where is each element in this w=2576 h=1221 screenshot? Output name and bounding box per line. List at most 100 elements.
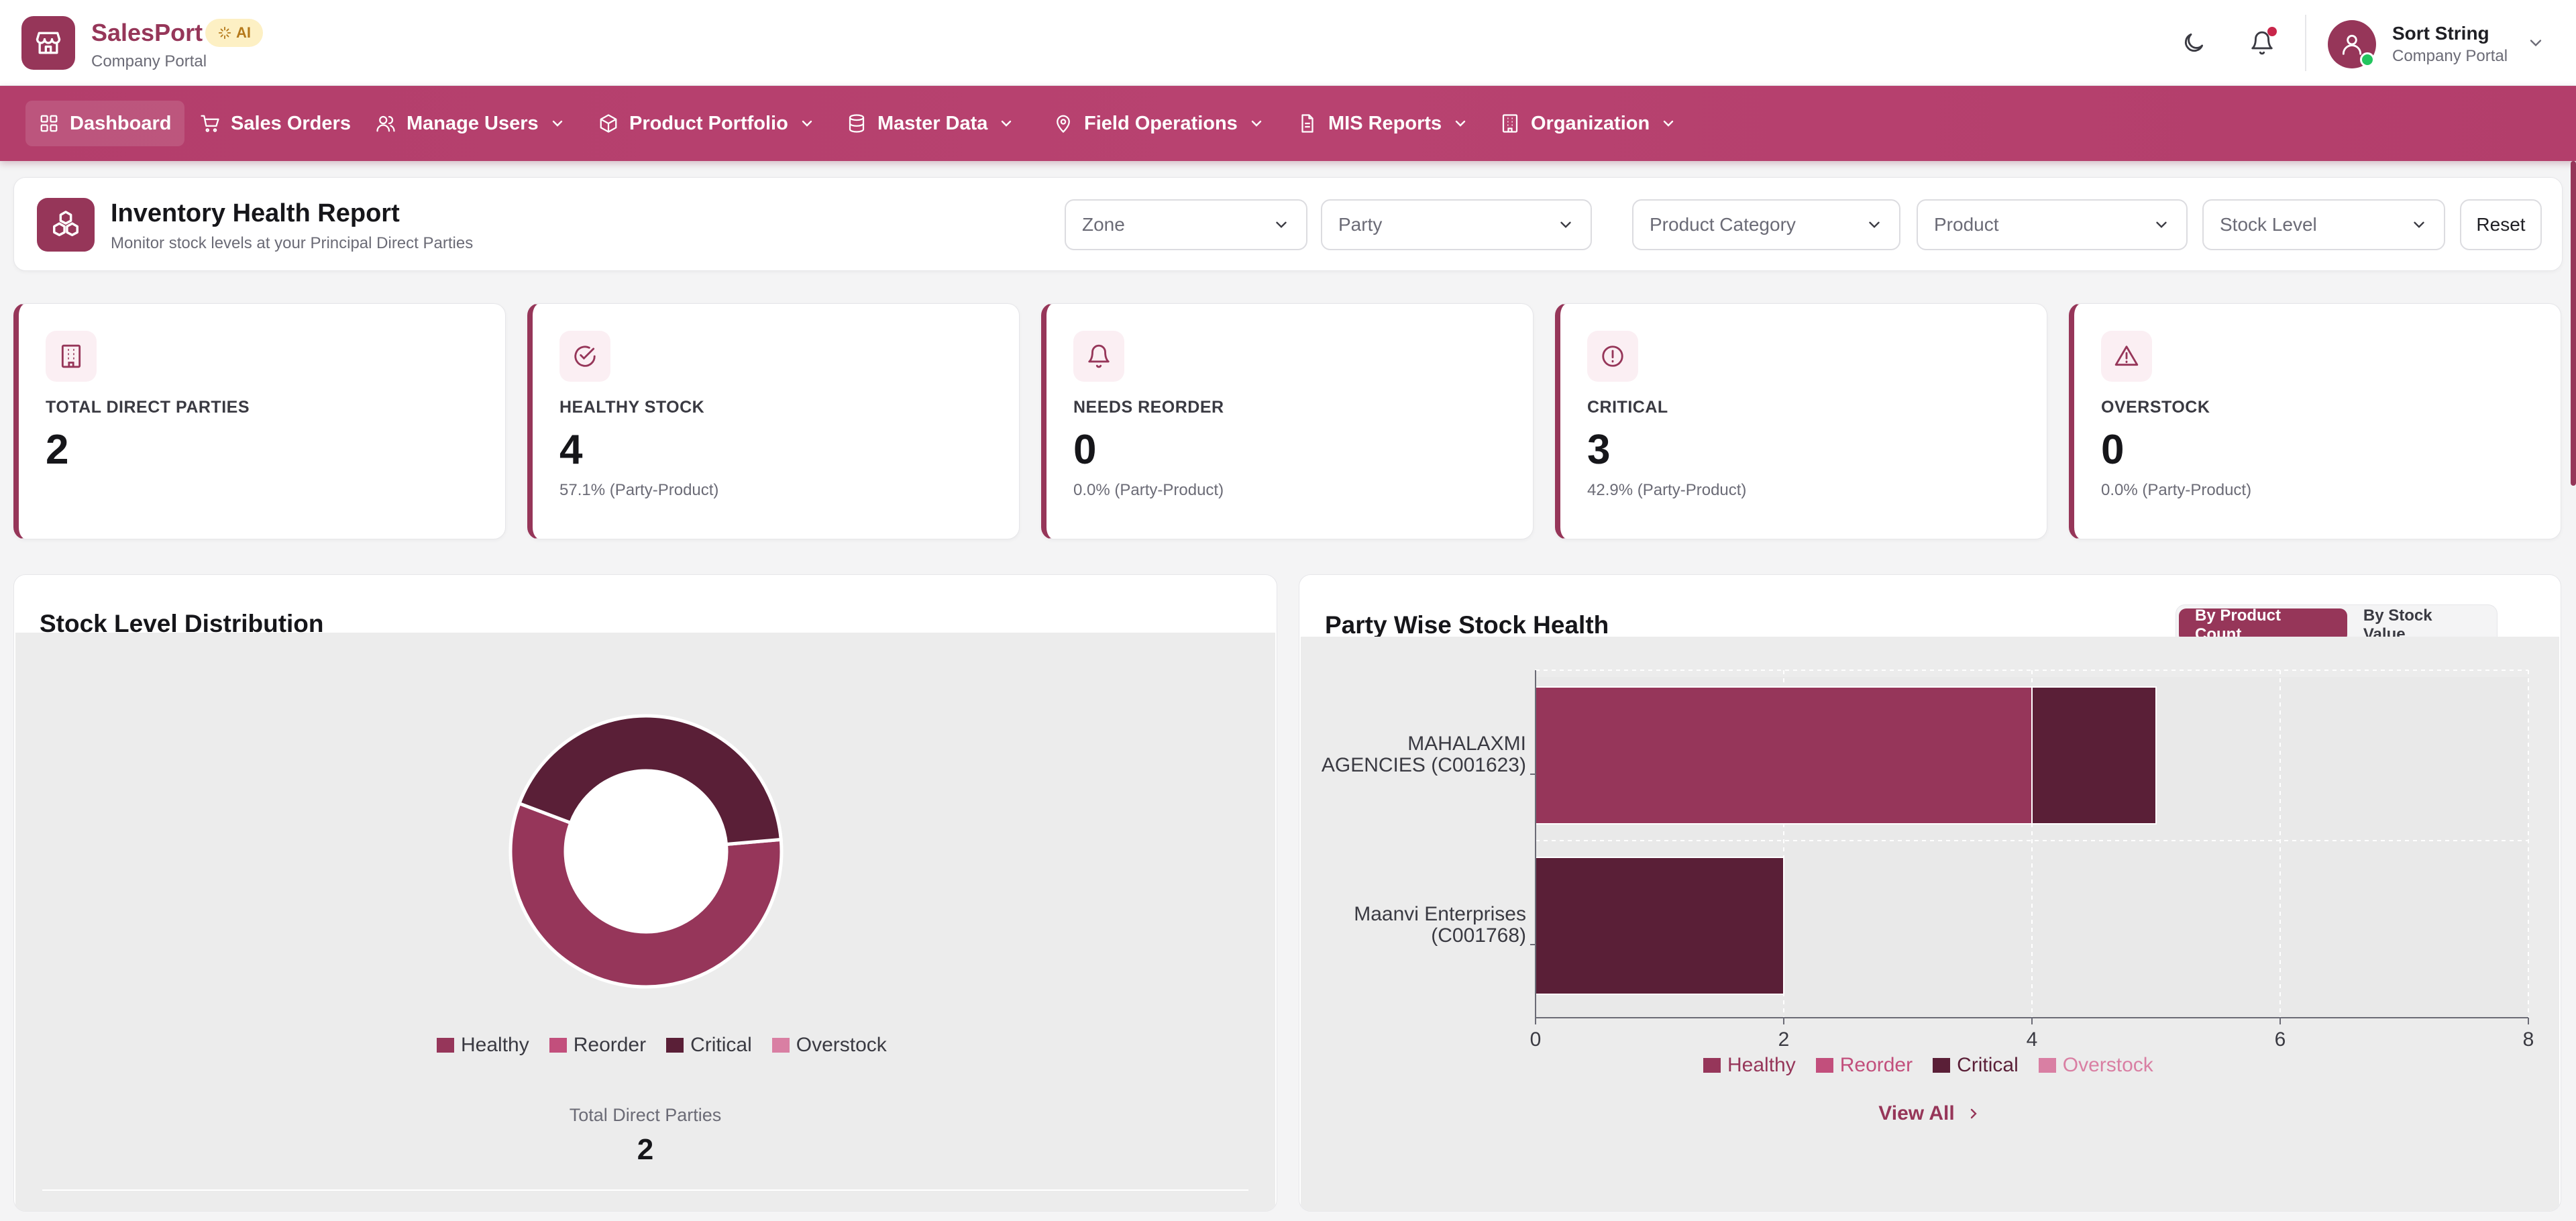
legend-swatch xyxy=(1933,1058,1951,1073)
sparkle-icon xyxy=(218,26,231,40)
user-icon xyxy=(2342,34,2362,55)
nav-label: Master Data xyxy=(877,112,988,134)
nav-sales-orders[interactable]: Sales Orders xyxy=(186,101,364,146)
legend-item-overstock[interactable]: Overstock xyxy=(2038,1054,2153,1077)
total-direct-parties-label: Total Direct Parties xyxy=(569,1105,722,1125)
panel-title: Party Wise Stock Health xyxy=(1325,611,1609,639)
legend-item-healthy[interactable]: Healthy xyxy=(1703,1054,1796,1077)
party-stock-health-panel: Party Wise Stock Health By Product Count… xyxy=(1299,574,2561,1212)
page-scrollbar[interactable] xyxy=(2571,161,2576,486)
nav-label: Dashboard xyxy=(70,112,172,134)
header-divider xyxy=(2305,15,2306,71)
nav-organization[interactable]: Organization xyxy=(1487,101,1690,146)
donut-slice-critical[interactable] xyxy=(517,714,783,847)
legend-item-reorder[interactable]: Reorder xyxy=(549,1034,646,1057)
stacked-bar-chart: MAHALAXMI AGENCIES (C001623) Maanvi Enterp… xyxy=(1322,670,2534,1051)
chevron-right-icon xyxy=(1970,1108,1977,1119)
legend-item-critical[interactable]: Critical xyxy=(666,1034,752,1057)
legend-label: Healthy xyxy=(1727,1054,1796,1076)
reset-button[interactable]: Reset xyxy=(2460,199,2542,250)
nav-mis-reports[interactable]: MIS Reports xyxy=(1284,101,1482,146)
kpi-card-healthy-stock: HEALTHY STOCK 4 57.1% (Party-Product) xyxy=(527,303,1020,539)
donut-chart xyxy=(508,714,784,989)
y-tick-label: Maanvi Enterprises (C001768) xyxy=(1354,903,1526,947)
stock-distribution-panel: Stock Level Distribution Healthy Reorder… xyxy=(13,574,1277,1212)
bar-healthy-0[interactable] xyxy=(1535,686,2033,825)
bell-icon xyxy=(1073,331,1124,382)
product-category-select[interactable]: Product Category xyxy=(1632,199,1900,250)
nav-dashboard[interactable]: Dashboard xyxy=(25,101,185,146)
product-select[interactable]: Product xyxy=(1917,199,2188,250)
kpi-label: OVERSTOCK xyxy=(2101,398,2210,417)
legend-swatch xyxy=(437,1038,454,1053)
x-tick-label: 4 xyxy=(2027,1028,2038,1051)
stock-level-select[interactable]: Stock Level xyxy=(2202,199,2445,250)
chevron-down-icon xyxy=(1002,120,1012,127)
view-all-label: View All xyxy=(1878,1102,1955,1124)
zone-select[interactable]: Zone xyxy=(1065,199,1307,250)
kpi-subtext: 0.0% (Party-Product) xyxy=(2101,481,2252,499)
chevron-down-icon xyxy=(1251,120,1262,127)
chevron-down-icon xyxy=(2156,221,2167,228)
page-subtitle: Monitor stock levels at your Principal D… xyxy=(111,234,474,252)
store-logo-icon[interactable] xyxy=(21,16,75,70)
product-category-select-value: Product Category xyxy=(1650,214,1796,235)
report-header-card: Inventory Health Report Monitor stock le… xyxy=(13,177,2563,271)
kpi-label: TOTAL DIRECT PARTIES xyxy=(46,398,250,417)
legend-label: Reorder xyxy=(573,1034,647,1056)
legend-item-critical[interactable]: Critical xyxy=(1933,1054,2019,1077)
app-subtitle: Company Portal xyxy=(91,52,207,70)
building-icon xyxy=(46,331,97,382)
chevron-down-icon xyxy=(1276,221,1287,228)
nav-master-data[interactable]: Master Data xyxy=(833,101,1028,146)
donut-slice-healthy[interactable] xyxy=(508,801,784,989)
view-all-link[interactable]: View All xyxy=(1301,1102,2559,1125)
legend-label: Overstock xyxy=(796,1034,887,1056)
divider xyxy=(42,1189,1248,1191)
kpi-card-needs-reorder: NEEDS REORDER 0 0.0% (Party-Product) xyxy=(1041,303,1534,539)
legend-item-overstock[interactable]: Overstock xyxy=(771,1034,887,1057)
nav-label: Product Portfolio xyxy=(629,112,788,134)
chevron-down-icon xyxy=(552,120,562,127)
dark-mode-toggle[interactable] xyxy=(2174,23,2214,63)
donut-hole xyxy=(567,772,725,931)
notification-dot xyxy=(2267,27,2277,36)
product-select-value: Product xyxy=(1934,214,1999,235)
nav-field-operations[interactable]: Field Operations xyxy=(1040,101,1278,146)
main-nav: Dashboard Sales Orders Manage Users Prod… xyxy=(0,86,2576,161)
page-title: Inventory Health Report xyxy=(111,199,400,227)
kpi-subtext: 0.0% (Party-Product) xyxy=(1073,481,1224,499)
nav-label: Sales Orders xyxy=(231,112,351,134)
x-tick-label: 6 xyxy=(2275,1028,2286,1051)
user-name[interactable]: Sort String xyxy=(2392,23,2489,44)
app-name: SalesPort xyxy=(91,19,203,46)
check-circle-icon xyxy=(559,331,610,382)
users-icon xyxy=(376,115,395,132)
kpi-value: 4 xyxy=(559,427,583,473)
notifications-button[interactable] xyxy=(2242,23,2282,63)
party-select[interactable]: Party xyxy=(1321,199,1592,250)
nav-manage-users[interactable]: Manage Users xyxy=(362,101,579,146)
donut-chart-area: Healthy Reorder Critical Overstock Total… xyxy=(15,633,1275,1211)
kpi-value: 0 xyxy=(1073,427,1097,473)
map-pin-icon xyxy=(1057,115,1070,134)
chevron-down-icon[interactable] xyxy=(2526,34,2545,52)
bar-critical-1[interactable] xyxy=(1535,857,1784,995)
kpi-label: HEALTHY STOCK xyxy=(559,398,705,417)
cart-icon xyxy=(201,115,219,132)
nav-product-portfolio[interactable]: Product Portfolio xyxy=(585,101,828,146)
legend-item-healthy[interactable]: Healthy xyxy=(437,1034,529,1057)
legend-swatch xyxy=(2038,1058,2056,1073)
kpi-value: 0 xyxy=(2101,427,2125,473)
nav-label: Field Operations xyxy=(1084,112,1238,134)
x-tick-label: 2 xyxy=(1778,1028,1790,1051)
kpi-label: CRITICAL xyxy=(1587,398,1668,417)
party-select-value: Party xyxy=(1338,214,1383,235)
nav-label: Manage Users xyxy=(407,112,539,134)
legend-item-reorder[interactable]: Reorder xyxy=(1815,1054,1913,1077)
zone-select-value: Zone xyxy=(1082,214,1125,235)
total-direct-parties-value: 2 xyxy=(637,1133,654,1166)
ai-badge: AI xyxy=(205,19,263,47)
moon-icon xyxy=(2184,33,2204,52)
bar-critical-0[interactable] xyxy=(2031,686,2157,825)
